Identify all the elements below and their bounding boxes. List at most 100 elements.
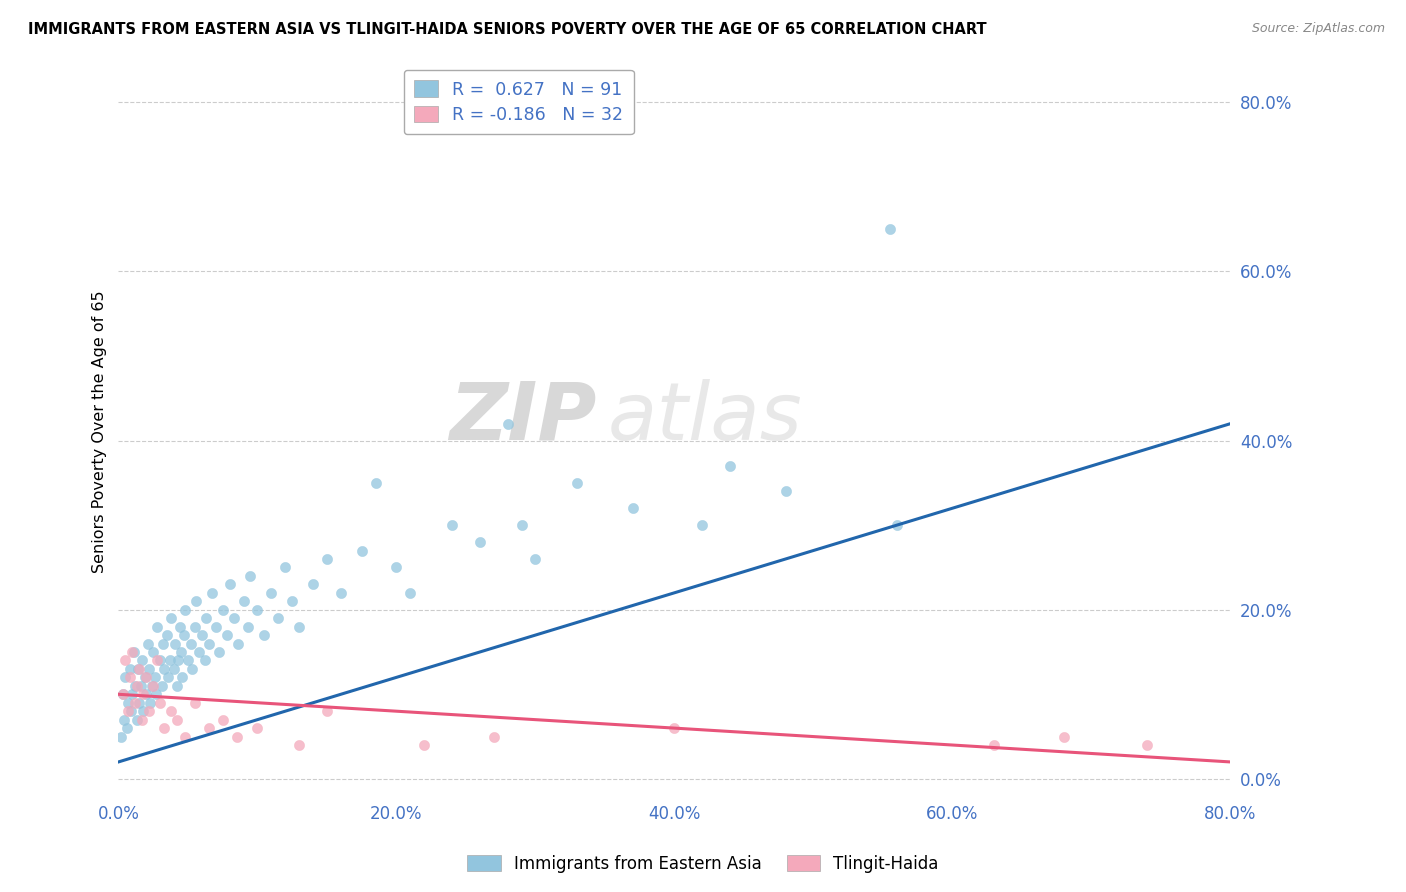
Point — [246, 603, 269, 617]
Point — [267, 611, 290, 625]
Point — [288, 738, 311, 752]
Point — [288, 620, 311, 634]
Point — [413, 738, 436, 752]
Point — [163, 662, 186, 676]
Point — [718, 458, 741, 473]
Point — [142, 645, 165, 659]
Point — [239, 569, 262, 583]
Point — [510, 518, 533, 533]
Point — [524, 552, 547, 566]
Point — [131, 713, 153, 727]
Point — [191, 628, 214, 642]
Legend: R =  0.627   N = 91, R = -0.186   N = 32: R = 0.627 N = 91, R = -0.186 N = 32 — [404, 70, 634, 134]
Point — [281, 594, 304, 608]
Point — [132, 687, 155, 701]
Point — [167, 653, 190, 667]
Point — [1052, 730, 1074, 744]
Point — [118, 670, 141, 684]
Point — [177, 653, 200, 667]
Point — [482, 730, 505, 744]
Point — [215, 628, 238, 642]
Point — [222, 611, 245, 625]
Point — [170, 645, 193, 659]
Point — [316, 704, 339, 718]
Point — [153, 662, 176, 676]
Point — [180, 636, 202, 650]
Point — [138, 704, 160, 718]
Point — [195, 611, 218, 625]
Point — [316, 552, 339, 566]
Point — [232, 594, 254, 608]
Point — [166, 713, 188, 727]
Point — [122, 645, 145, 659]
Point — [440, 518, 463, 533]
Point — [211, 603, 233, 617]
Point — [125, 679, 148, 693]
Point — [253, 628, 276, 642]
Point — [160, 704, 183, 718]
Text: IMMIGRANTS FROM EASTERN ASIA VS TLINGIT-HAIDA SENIORS POVERTY OVER THE AGE OF 65: IMMIGRANTS FROM EASTERN ASIA VS TLINGIT-… — [28, 22, 987, 37]
Point — [127, 662, 149, 676]
Point — [135, 670, 157, 684]
Point — [302, 577, 325, 591]
Point — [136, 636, 159, 650]
Point — [115, 721, 138, 735]
Point — [146, 620, 169, 634]
Point — [142, 679, 165, 693]
Point — [141, 679, 163, 693]
Point — [983, 738, 1005, 752]
Point — [184, 620, 207, 634]
Point — [174, 730, 197, 744]
Point — [121, 687, 143, 701]
Point — [129, 679, 152, 693]
Point — [153, 721, 176, 735]
Point — [120, 704, 142, 718]
Point — [146, 653, 169, 667]
Point — [145, 687, 167, 701]
Point — [226, 636, 249, 650]
Point — [125, 713, 148, 727]
Point — [197, 636, 219, 650]
Point — [496, 417, 519, 431]
Point — [399, 586, 422, 600]
Point — [236, 620, 259, 634]
Point — [149, 696, 172, 710]
Point — [186, 594, 208, 608]
Point — [124, 696, 146, 710]
Point — [879, 222, 901, 236]
Point — [172, 670, 194, 684]
Point — [135, 687, 157, 701]
Text: ZIP: ZIP — [449, 378, 596, 457]
Point — [664, 721, 686, 735]
Point — [124, 679, 146, 693]
Point — [149, 653, 172, 667]
Point — [138, 662, 160, 676]
Point — [188, 645, 211, 659]
Point — [128, 662, 150, 676]
Point — [110, 730, 132, 744]
Point — [121, 645, 143, 659]
Point — [886, 518, 908, 533]
Point — [468, 535, 491, 549]
Y-axis label: Seniors Poverty Over the Age of 65: Seniors Poverty Over the Age of 65 — [93, 291, 107, 574]
Text: Source: ZipAtlas.com: Source: ZipAtlas.com — [1251, 22, 1385, 36]
Point — [274, 560, 297, 574]
Point — [246, 721, 269, 735]
Point — [159, 653, 181, 667]
Point — [111, 687, 134, 701]
Point — [174, 603, 197, 617]
Point — [173, 628, 195, 642]
Point — [329, 586, 352, 600]
Text: atlas: atlas — [607, 378, 803, 457]
Point — [364, 475, 387, 490]
Point — [131, 653, 153, 667]
Point — [211, 713, 233, 727]
Point — [114, 670, 136, 684]
Point — [181, 662, 204, 676]
Point — [385, 560, 408, 574]
Point — [160, 611, 183, 625]
Point — [114, 653, 136, 667]
Point — [111, 687, 134, 701]
Point — [128, 696, 150, 710]
Point — [117, 704, 139, 718]
